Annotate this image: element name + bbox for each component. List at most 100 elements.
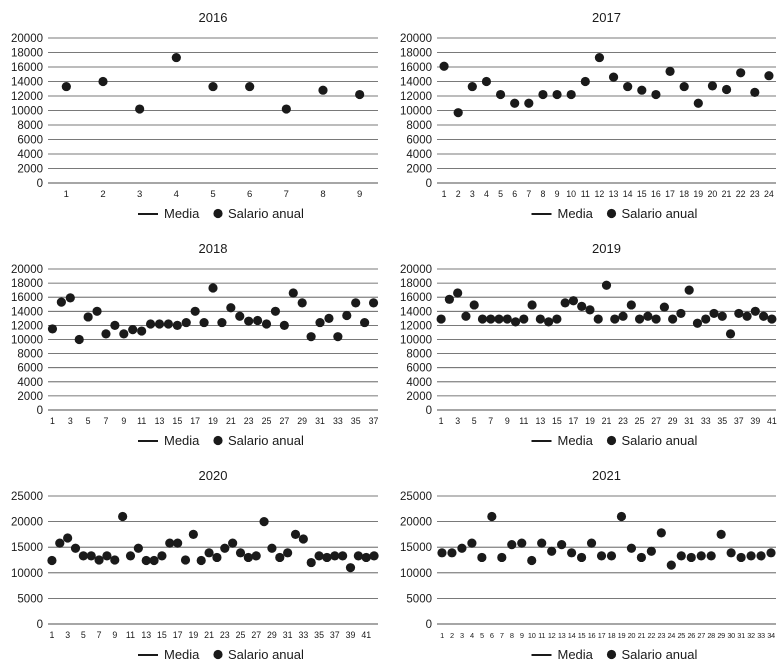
data-point xyxy=(306,557,316,568)
data-point xyxy=(342,310,352,321)
data-point xyxy=(208,81,218,92)
data-point xyxy=(437,548,447,558)
x-tick-label: 31 xyxy=(737,631,745,640)
data-point xyxy=(94,555,104,565)
data-point xyxy=(686,552,696,563)
data-point xyxy=(706,551,716,561)
x-tick-label: 1 xyxy=(50,416,55,426)
data-point xyxy=(618,311,628,321)
y-tick-label: 14000 xyxy=(400,306,432,318)
y-tick-label: 10000 xyxy=(11,106,43,118)
y-tick-label: 16000 xyxy=(400,62,432,74)
data-point xyxy=(707,81,718,91)
x-tick-label: 1 xyxy=(439,416,444,426)
data-point xyxy=(290,529,301,540)
data-point xyxy=(324,313,334,323)
x-tick-label: 7 xyxy=(97,630,102,640)
x-tick-label: 8 xyxy=(540,189,545,199)
data-point xyxy=(353,551,363,561)
data-point xyxy=(668,314,678,324)
y-tick-label: 2000 xyxy=(17,391,43,403)
data-point xyxy=(665,66,675,76)
data-point xyxy=(567,548,577,558)
x-tick-label: 28 xyxy=(707,631,715,640)
legend-marker-swatch xyxy=(606,208,617,219)
x-tick-label: 15 xyxy=(578,631,586,640)
data-point xyxy=(651,314,661,324)
chart-panel-2016: 2016 0 2000 4000 6000 8000 10000 12000 14000 1600… xyxy=(11,10,378,221)
x-tick-label: 6 xyxy=(490,631,494,640)
data-point xyxy=(110,555,120,565)
x-tick-label: 3 xyxy=(68,416,73,426)
x-tick-label: 7 xyxy=(104,416,109,426)
y-tick-label: 20000 xyxy=(400,33,432,45)
legend-label-media: Media xyxy=(164,206,200,221)
x-tick-label: 33 xyxy=(701,416,711,426)
data-point xyxy=(721,84,732,95)
y-tick-label: 16000 xyxy=(11,292,43,304)
x-tick-label: 24 xyxy=(764,189,774,199)
data-point xyxy=(510,317,521,327)
x-tick-label: 16 xyxy=(651,189,661,199)
y-tick-label: 20000 xyxy=(11,33,43,45)
x-tick-label: 4 xyxy=(484,189,489,199)
legend-label-media: Media xyxy=(558,206,594,221)
x-tick-label: 9 xyxy=(112,630,117,640)
y-tick-label: 12000 xyxy=(400,91,432,103)
data-point xyxy=(92,306,102,316)
data-point xyxy=(524,98,534,108)
y-tick-label: 14000 xyxy=(11,306,43,318)
x-tick-label: 15 xyxy=(172,416,182,426)
legend-marker-swatch xyxy=(213,208,223,219)
x-tick-label: 18 xyxy=(679,189,689,199)
data-point xyxy=(217,317,227,328)
data-point xyxy=(601,280,612,290)
legend-label-media: Media xyxy=(558,433,594,448)
x-tick-label: 17 xyxy=(598,631,606,640)
y-tick-label: 25000 xyxy=(11,491,43,503)
x-tick-label: 15 xyxy=(552,416,562,426)
data-point xyxy=(746,551,756,561)
y-tick-label: 8000 xyxy=(406,349,432,361)
data-point xyxy=(355,89,365,100)
legend-marker-swatch xyxy=(213,435,223,446)
data-point xyxy=(696,551,706,561)
x-tick-label: 33 xyxy=(757,631,765,640)
y-tick-label: 16000 xyxy=(400,292,432,304)
x-tick-label: 2 xyxy=(100,189,105,200)
data-point xyxy=(171,52,181,63)
x-tick-label: 23 xyxy=(244,416,254,426)
data-point xyxy=(608,72,619,82)
data-point xyxy=(537,538,547,548)
data-point xyxy=(552,89,562,100)
legend-label-salario: Salario anual xyxy=(228,206,304,221)
data-point xyxy=(736,552,746,563)
x-tick-label: 16 xyxy=(588,631,596,640)
data-point xyxy=(467,538,477,548)
x-tick-label: 8 xyxy=(510,631,514,640)
x-tick-label: 29 xyxy=(668,416,678,426)
data-point xyxy=(726,548,736,558)
data-point xyxy=(477,314,488,324)
x-tick-label: 19 xyxy=(208,416,218,426)
data-point xyxy=(481,76,492,87)
x-tick-label: 11 xyxy=(519,416,528,426)
data-point xyxy=(102,551,112,561)
data-point xyxy=(486,314,496,324)
data-point xyxy=(235,548,246,558)
data-point xyxy=(204,548,214,558)
data-point xyxy=(494,314,504,324)
x-tick-label: 17 xyxy=(190,416,200,426)
data-point xyxy=(623,81,633,92)
y-tick-label: 4000 xyxy=(406,149,432,161)
y-tick-label: 12000 xyxy=(11,91,43,103)
chart-title: 2016 xyxy=(199,10,228,25)
data-point xyxy=(188,529,198,540)
legend-label-salario: Salario anual xyxy=(622,206,698,221)
data-point xyxy=(636,552,646,563)
x-tick-label: 24 xyxy=(667,631,675,640)
x-tick-label: 18 xyxy=(608,631,616,640)
x-tick-label: 39 xyxy=(346,630,356,640)
data-point xyxy=(444,294,455,304)
chart-title: 2021 xyxy=(592,468,621,483)
